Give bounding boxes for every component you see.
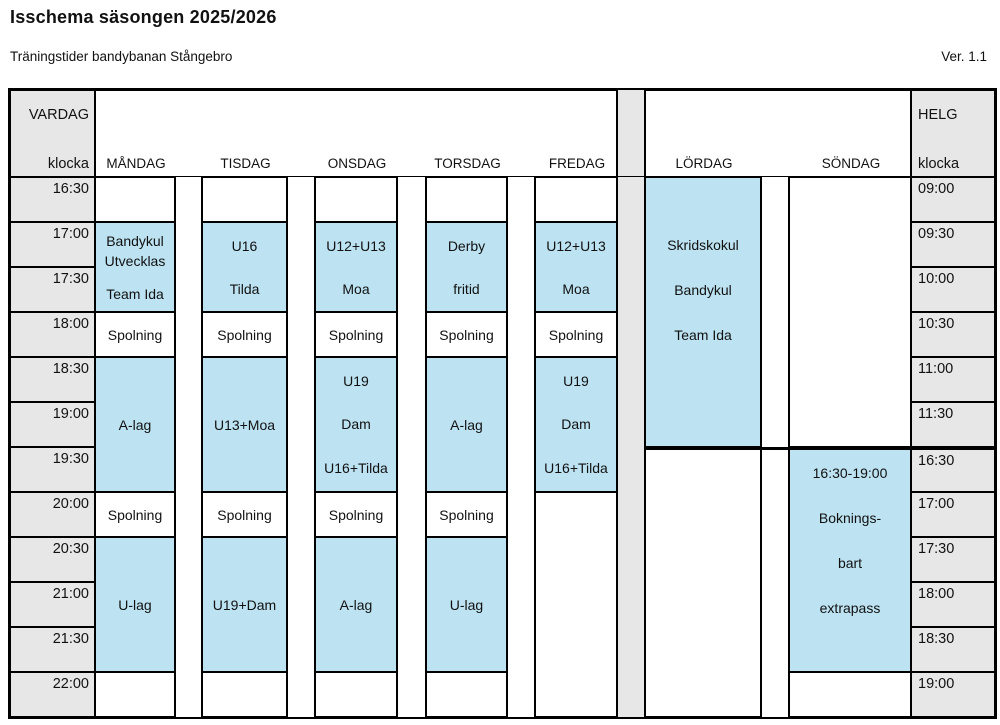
day-header-thursday: TORSDAG	[434, 156, 501, 171]
day-header-saturday: LÖRDAG	[675, 156, 733, 171]
cell-thursday-2000: Spolning	[426, 492, 507, 537]
day-header-monday: MÅNDAG	[106, 156, 166, 171]
spacer-col	[287, 177, 315, 717]
spacer-col	[507, 177, 535, 717]
klocka-right-label: klocka	[918, 156, 960, 172]
cell-friday-1700: U12+U13 Moa	[535, 222, 617, 312]
cell-tuesday-1700: U16 Tilda	[202, 222, 287, 312]
cell-monday-2000: Spolning	[95, 492, 175, 537]
day-header-sunday: SÖNDAG	[821, 156, 881, 171]
time-label-helg-1900: 19:00	[911, 672, 995, 717]
cell-wednesday-1700: U12+U13 Moa	[315, 222, 397, 312]
cell-friday-empty-2000	[535, 492, 617, 717]
cell-saturday-empty-1630	[645, 447, 761, 717]
cell-tuesday-1800: Spolning	[202, 312, 287, 357]
cell-wednesday-2000: Spolning	[315, 492, 397, 537]
time-label-helg-1700: 17:00	[911, 492, 995, 537]
cell-thursday-empty-2200	[426, 672, 507, 717]
header-helg-klocka: HELG klocka	[911, 90, 995, 177]
header-vardag-klocka: VARDAG klocka	[10, 90, 95, 177]
day-header-friday: FREDAG	[548, 156, 606, 171]
cell-tuesday-empty-2200	[202, 672, 287, 717]
spacer-col	[397, 177, 426, 717]
cell-sunday-empty-0900	[789, 177, 911, 447]
spacer-col	[761, 447, 789, 717]
time-label-1730: 17:30	[10, 267, 95, 312]
schedule-table: VARDAG klocka MÅNDAG TISDAG ONSDAG TORSD…	[8, 88, 997, 719]
klocka-left-label: klocka	[47, 156, 89, 172]
time-label-1800: 18:00	[10, 312, 95, 357]
cell-saturday-0900: Skridskokul Bandykul Team Ida	[645, 177, 761, 447]
cell-thursday-1800: Spolning	[426, 312, 507, 357]
day-header-wednesday: ONSDAG	[327, 156, 387, 171]
time-label-1000: 10:00	[911, 267, 995, 312]
time-label-1100: 11:00	[911, 357, 995, 402]
vardag-label: VARDAG	[28, 107, 89, 123]
time-label-2000: 20:00	[10, 492, 95, 537]
time-label-1930: 19:30	[10, 447, 95, 492]
time-label-2130: 21:30	[10, 627, 95, 672]
time-label-1030: 10:30	[911, 312, 995, 357]
page-title: Isschema säsongen 2025/2026	[10, 7, 277, 27]
cell-thursday-empty-1630	[426, 177, 507, 222]
time-label-2030: 20:30	[10, 537, 95, 582]
cell-monday-empty-2200	[95, 672, 175, 717]
cell-monday-1800: Spolning	[95, 312, 175, 357]
time-label-1630: 16:30	[10, 177, 95, 222]
cell-monday-empty-1630	[95, 177, 175, 222]
time-label-0930: 09:30	[911, 222, 995, 267]
cell-sunday-1630: 16:30-19:00 Boknings-bart extrapass	[789, 447, 911, 672]
weekday-weekend-separator	[617, 177, 645, 717]
cell-wednesday-2030: A-lag	[315, 537, 397, 672]
time-label-helg-1800: 18:00	[911, 582, 995, 627]
cell-monday-1830: A-lag	[95, 357, 175, 492]
cell-tuesday-2000: Spolning	[202, 492, 287, 537]
time-label-helg-1630: 16:30	[911, 447, 995, 492]
cell-wednesday-empty-2200	[315, 672, 397, 717]
time-label-0900: 09:00	[911, 177, 995, 222]
cell-friday-empty-1630	[535, 177, 617, 222]
cell-friday-1830: U19 Dam U16+Tilda	[535, 357, 617, 492]
cell-tuesday-1830: U13+Moa	[202, 357, 287, 492]
cell-thursday-2030: U-lag	[426, 537, 507, 672]
helg-label: HELG	[918, 107, 958, 123]
weekday-weekend-separator-header	[617, 90, 645, 177]
weekend-header-row: LÖRDAG SÖNDAG	[645, 90, 911, 177]
cell-tuesday-empty-1630	[202, 177, 287, 222]
time-label-1700: 17:00	[10, 222, 95, 267]
cell-thursday-1830: A-lag	[426, 357, 507, 492]
cell-sunday-empty-1900	[789, 672, 911, 717]
day-header-tuesday: TISDAG	[220, 156, 271, 171]
time-label-1900: 19:00	[10, 402, 95, 447]
page-subtitle: Träningstider bandybanan Stångebro	[10, 49, 233, 64]
weekday-header-row: MÅNDAG TISDAG ONSDAG TORSDAG FREDAG	[95, 90, 617, 177]
cell-wednesday-1800: Spolning	[315, 312, 397, 357]
time-label-1830: 18:30	[10, 357, 95, 402]
time-label-1130: 11:30	[911, 402, 995, 447]
time-label-helg-1830: 18:30	[911, 627, 995, 672]
cell-wednesday-empty-1630	[315, 177, 397, 222]
spacer-col	[175, 177, 202, 717]
time-label-2200: 22:00	[10, 672, 95, 717]
cell-monday-1700: Bandykul Utvecklas Team Ida	[95, 222, 175, 312]
cell-wednesday-1830: U19 Dam U16+Tilda	[315, 357, 397, 492]
time-label-2100: 21:00	[10, 582, 95, 627]
time-label-helg-1730: 17:30	[911, 537, 995, 582]
cell-tuesday-2030: U19+Dam	[202, 537, 287, 672]
version-label: Ver. 1.1	[941, 49, 987, 64]
spacer-col	[761, 177, 789, 447]
cell-friday-1800: Spolning	[535, 312, 617, 357]
cell-thursday-1700: Derby fritid	[426, 222, 507, 312]
cell-monday-2030: U-lag	[95, 537, 175, 672]
